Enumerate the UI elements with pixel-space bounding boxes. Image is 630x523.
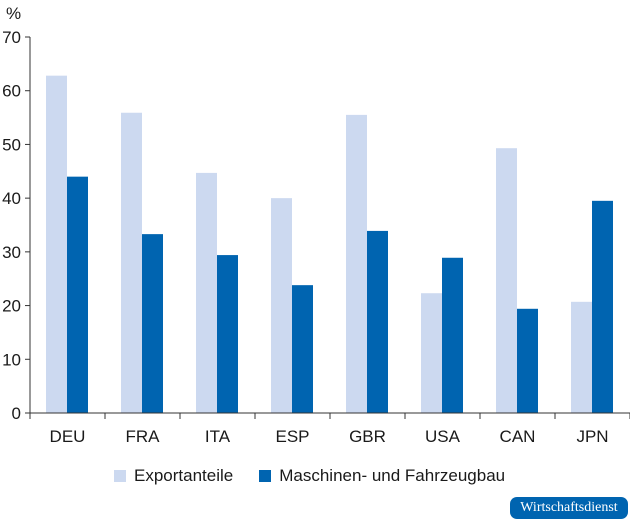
y-tick-label: 60 — [2, 82, 21, 101]
bar-ita-maschinenbau — [217, 255, 238, 413]
x-tick-label: GBR — [349, 427, 386, 446]
x-tick-label: CAN — [500, 427, 536, 446]
bar-fra-maschinenbau — [142, 234, 163, 413]
bar-can-exportanteile — [496, 148, 517, 413]
bar-usa-maschinenbau — [442, 257, 463, 413]
x-tick-label: ITA — [205, 427, 231, 446]
y-tick-label: 40 — [2, 189, 21, 208]
wirtschaftsdienst-logo: Wirtschaftsdienst — [510, 497, 628, 519]
bar-jpn-maschinenbau — [592, 200, 613, 413]
bar-deu-exportanteile — [46, 75, 67, 413]
bar-ita-exportanteile — [196, 172, 217, 413]
bar-jpn-exportanteile — [571, 301, 592, 413]
x-tick-label: DEU — [50, 427, 86, 446]
x-tick-label: ESP — [275, 427, 309, 446]
bar-deu-maschinenbau — [67, 176, 88, 413]
x-tick-label: JPN — [576, 427, 608, 446]
legend-swatch-exportanteile — [114, 470, 126, 482]
x-tick-label: FRA — [126, 427, 161, 446]
legend-swatch-maschinenbau — [259, 470, 272, 482]
bar-usa-exportanteile — [421, 293, 442, 413]
bar-chart: DEU FRA ITA ESP GBR USA CAN JPN 0 10 20 30 40 50 60 70% — [2, 4, 630, 446]
legend-label-exportanteile: Exportanteile — [134, 466, 234, 485]
legend: Exportanteile Maschinen- und Fahrzeugbau — [114, 466, 505, 486]
y-tick-label: 50 — [2, 135, 21, 154]
bar-gbr-exportanteile — [346, 114, 367, 413]
bar-gbr-maschinenbau — [367, 230, 388, 413]
bar-fra-exportanteile — [121, 112, 142, 413]
bar-esp-maschinenbau — [292, 285, 313, 413]
y-axis-label: % — [6, 4, 21, 23]
bar-esp-exportanteile — [271, 198, 292, 413]
y-tick-label: 10 — [2, 350, 21, 369]
x-tick-label: USA — [425, 427, 461, 446]
y-tick-label: 20 — [2, 297, 21, 316]
y-tick-label: 30 — [2, 243, 21, 262]
legend-label-maschinenbau: Maschinen- und Fahrzeugbau — [279, 466, 506, 485]
y-tick-label: 70 — [2, 28, 21, 47]
y-tick-label: 0 — [12, 404, 21, 423]
bar-can-maschinenbau — [517, 308, 538, 413]
